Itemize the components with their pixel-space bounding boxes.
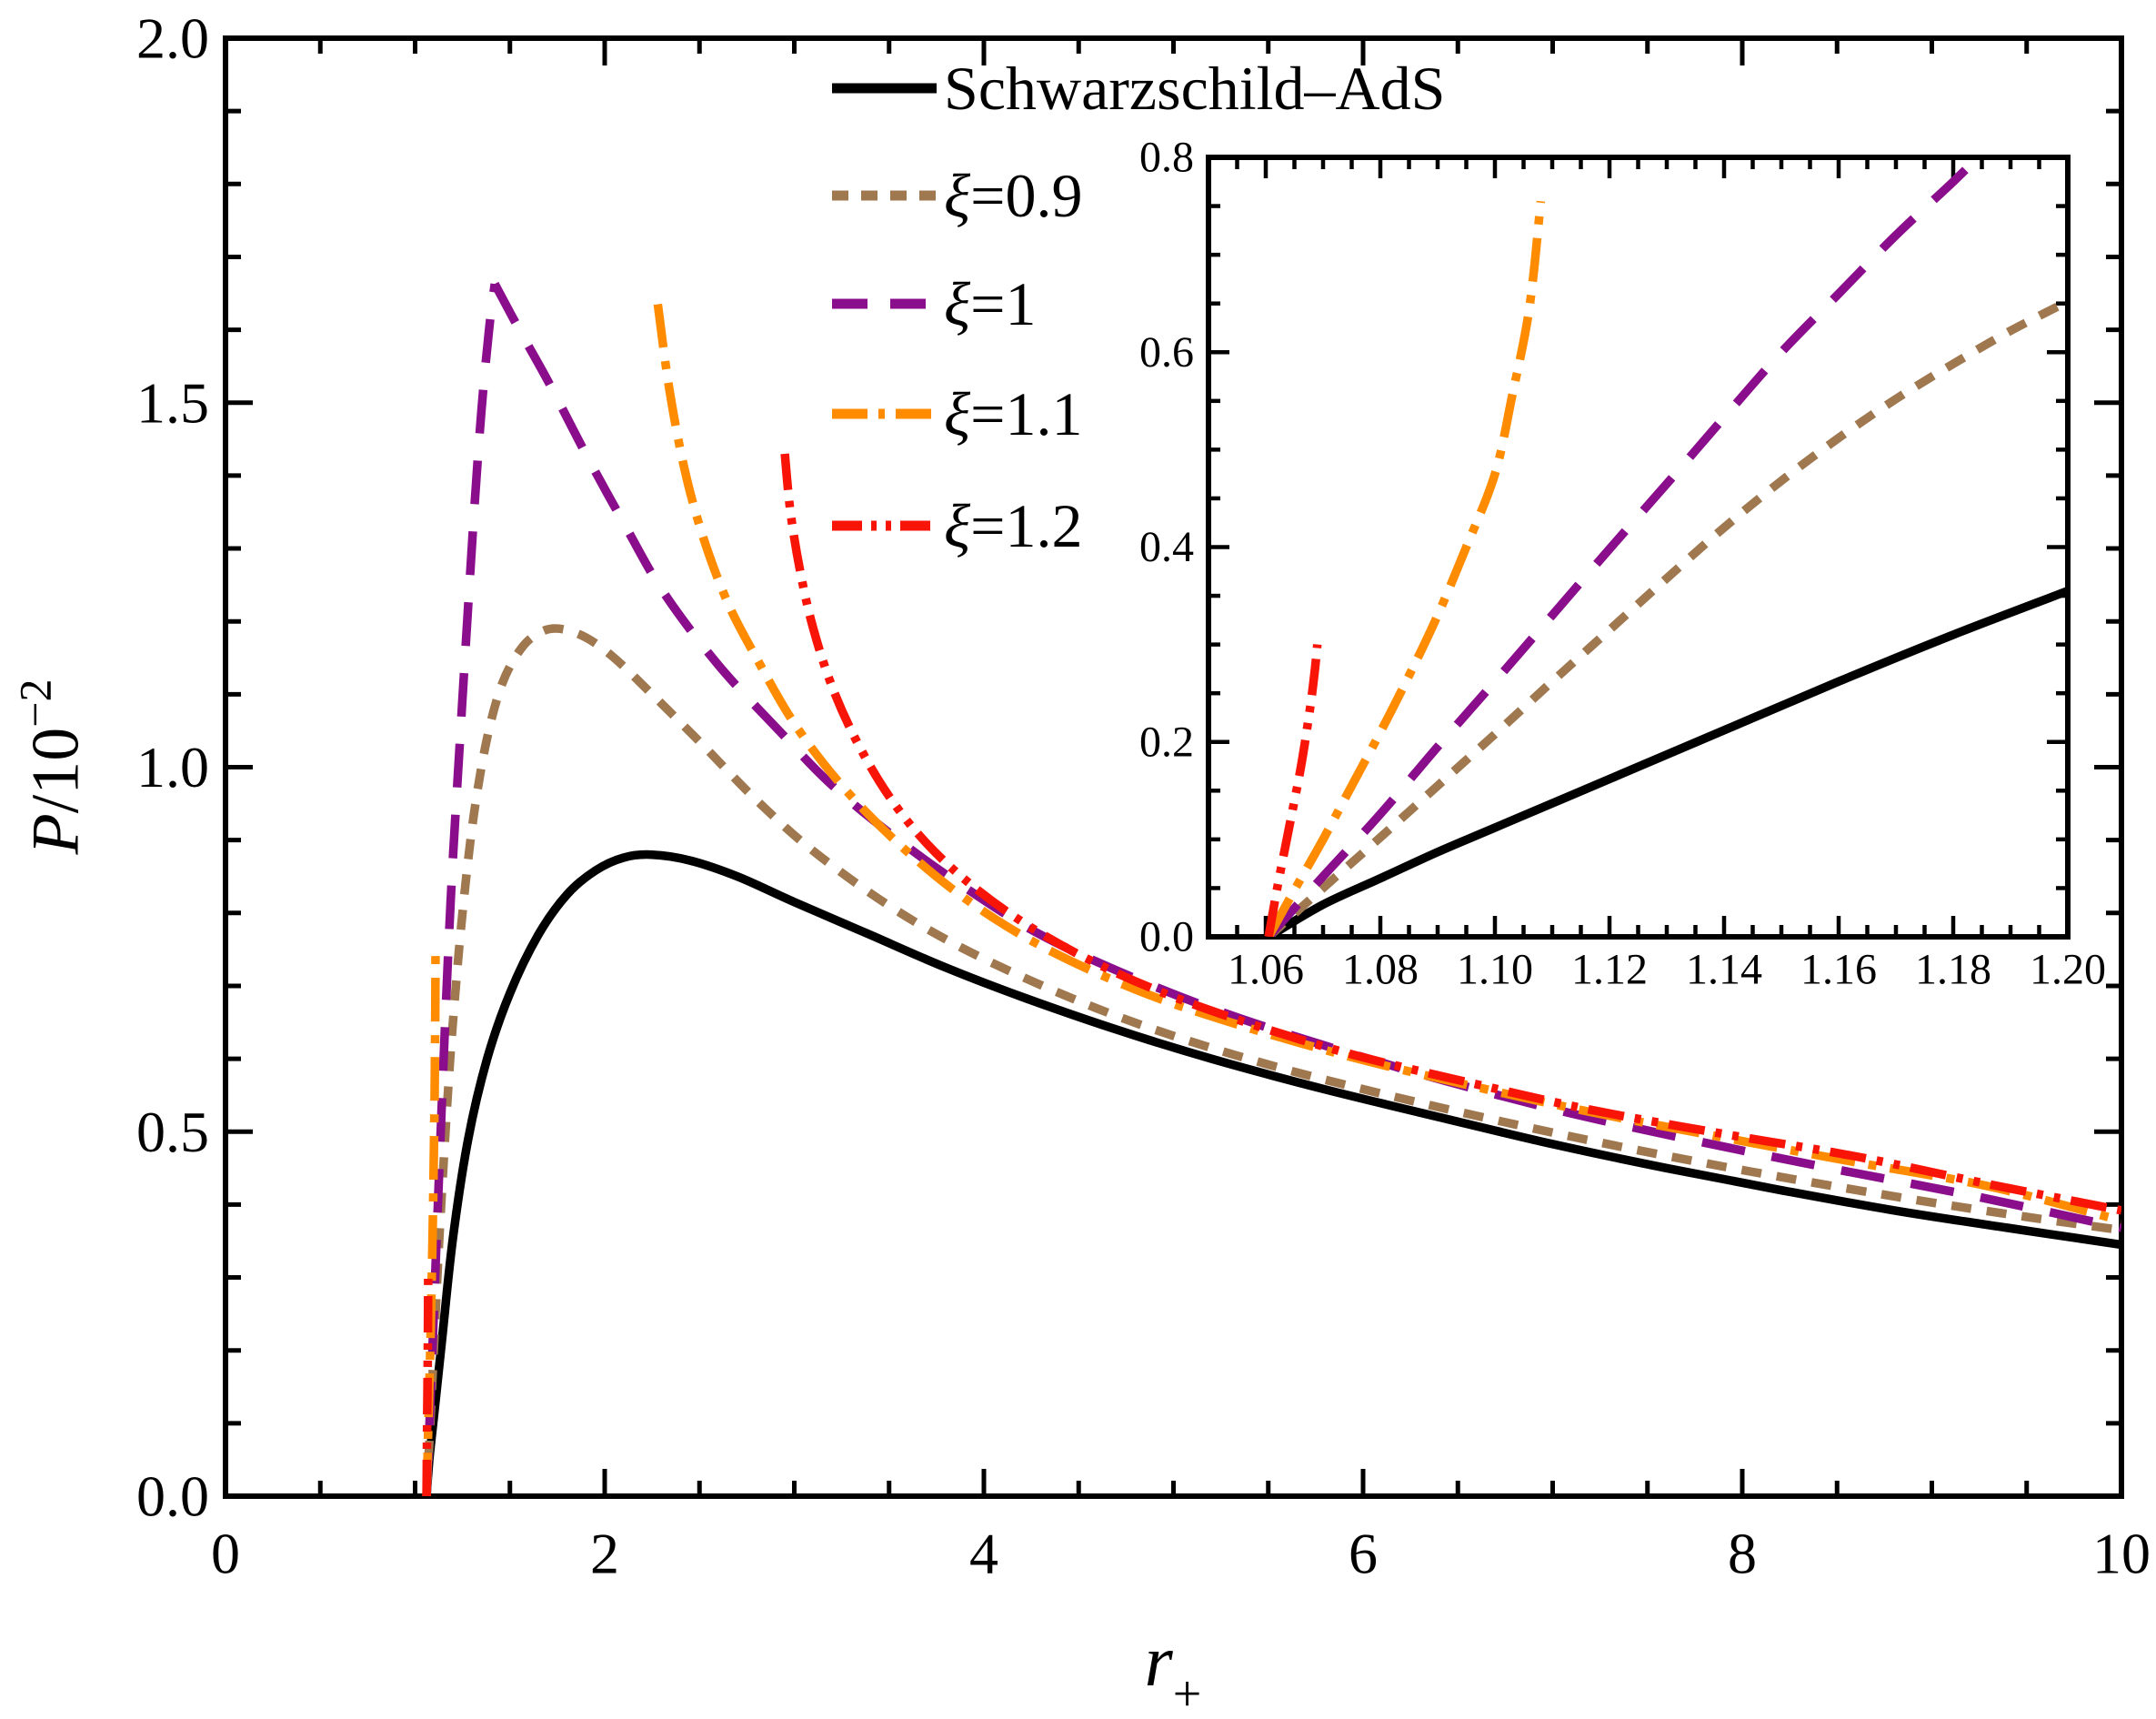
curve-xi-1.2-inset: [1264, 644, 1322, 937]
main-x-tick-label: 0: [211, 1522, 240, 1586]
main-x-tick-label: 2: [590, 1522, 619, 1586]
main-y-tick-label: 0.5: [136, 1100, 209, 1164]
curve-xi-1-main: [490, 281, 2121, 1232]
curve-xi-0.9-main: [422, 624, 2121, 1496]
inset-x-tick-label: 1.18: [1915, 946, 1991, 994]
curve-xi-1-inset: [1265, 157, 1984, 937]
legend-label-xi-0.9: ξ=0.9: [944, 161, 1082, 230]
inset-x-tick-label: 1.20: [2030, 946, 2106, 994]
x-axis-variable: r: [1144, 1622, 1173, 1702]
inset-y-tick-label: 0.0: [1139, 913, 1194, 961]
inset-curves: [1264, 157, 2068, 937]
inset-x-tick-label: 1.08: [1342, 946, 1419, 994]
inset-x-tick-label: 1.06: [1228, 946, 1304, 994]
main-x-tick-label: 10: [2092, 1522, 2151, 1586]
main-y-tick-label: 2.0: [136, 6, 209, 71]
inset-x-tick-label: 1.16: [1800, 946, 1877, 994]
main-x-tick-label: 8: [1728, 1522, 1757, 1586]
curve-xi-1.1-main: [422, 945, 440, 1496]
main-x-tick-label: 4: [969, 1522, 998, 1586]
y-axis-exponent: −2: [9, 679, 61, 728]
inset-y-tick-label: 0.2: [1139, 718, 1194, 766]
legend-label-xi-1.2: ξ=1.2: [944, 491, 1082, 560]
legend: Schwarzschild–AdS ξ=0.9 ξ=1 ξ=1.1 ξ=1.2: [832, 54, 1445, 560]
inset-plot-frame: [1206, 155, 2071, 940]
main-x-tick-label: 6: [1349, 1522, 1378, 1586]
y-axis-variable: P: [18, 813, 94, 855]
main-y-tick-label: 1.5: [136, 370, 209, 435]
main-y-tick-label: 0.0: [136, 1464, 209, 1529]
inset-x-tick-label: 1.10: [1457, 946, 1533, 994]
inset-x-tick-label: 1.14: [1686, 946, 1762, 994]
inset-y-tick-label: 0.8: [1139, 134, 1194, 182]
curve-schwarzschild-ads-inset: [1266, 587, 2068, 937]
main-curves: [422, 281, 2121, 1496]
legend-label-xi-1: ξ=1: [944, 269, 1036, 338]
main-y-tick-label: 1.0: [136, 735, 209, 799]
legend-label-schwarzschild-ads: Schwarzschild–AdS: [944, 54, 1445, 123]
legend-label-xi-1.1: ξ=1.1: [944, 379, 1082, 448]
inset-y-tick-label: 0.4: [1139, 523, 1194, 571]
inset-x-tick-label: 1.12: [1571, 946, 1648, 994]
curve-xi-1.2-main: [422, 1277, 433, 1496]
curve-xi-0.9-inset: [1265, 297, 2068, 937]
main-plot: 0 2 4 6 8 10 0.0 0.5 1.0 1.5 2.0: [136, 6, 2151, 1586]
curve-schwarzschild-ads-main: [422, 849, 2121, 1496]
inset-plot: 1.06 1.08 1.10 1.12 1.14 1.16 1.18 1.20 0.0 0.2 0.…: [1139, 134, 2106, 994]
inset-y-tick-label: 0.6: [1139, 328, 1194, 377]
x-axis-title: r+: [1144, 1621, 1202, 1719]
y-axis-denominator: /10: [18, 727, 94, 814]
x-axis-subscript: +: [1172, 1666, 1202, 1719]
curve-xi-1.2-main: [780, 453, 2121, 1215]
curve-xi-1.1-inset: [1264, 200, 1546, 937]
y-axis-title: P/10−2: [10, 679, 95, 855]
curve-xi-1-main: [422, 283, 499, 1496]
